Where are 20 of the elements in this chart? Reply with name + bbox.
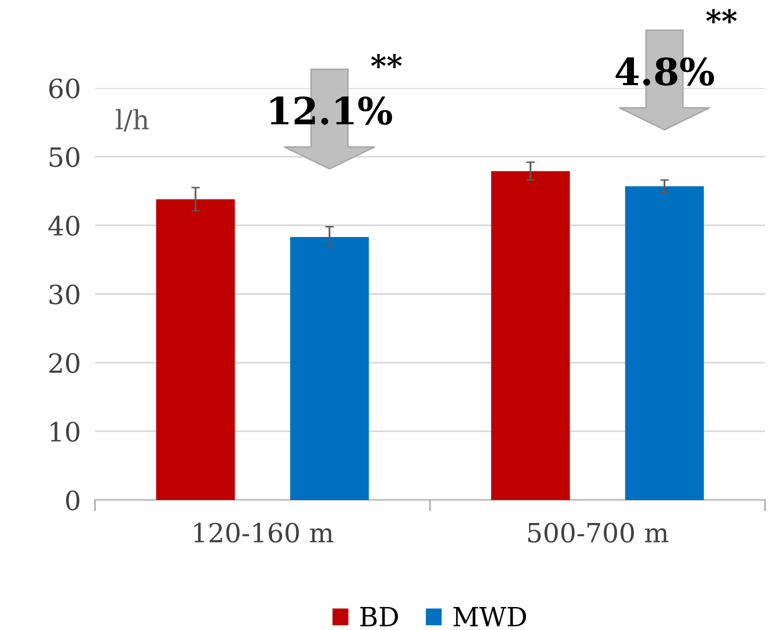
x-tick-label: 120-160 m (194, 522, 334, 543)
text: ** (371, 54, 402, 68)
legend-label: MWD (454, 606, 526, 626)
bar (290, 237, 369, 500)
bar (625, 186, 704, 500)
bar (156, 199, 235, 500)
y-tick-label: 40 (48, 216, 80, 236)
y-tick-label: 20 (49, 353, 80, 374)
x-tick-label: 500-700 m (528, 522, 668, 543)
y-axis-title: l/h (116, 109, 149, 132)
legend-label: BD (360, 606, 398, 626)
y-tick-label: 30 (50, 284, 80, 304)
y-tick-label: 0 (66, 490, 80, 510)
text: ** (706, 9, 737, 24)
annotation: 12.1% (270, 96, 392, 125)
y-tick-label: 10 (50, 422, 80, 442)
y-tick-label: 50 (50, 147, 80, 168)
y-tick-label: 60 (49, 78, 80, 98)
bar (491, 171, 570, 500)
text: 4.8% (616, 57, 714, 86)
